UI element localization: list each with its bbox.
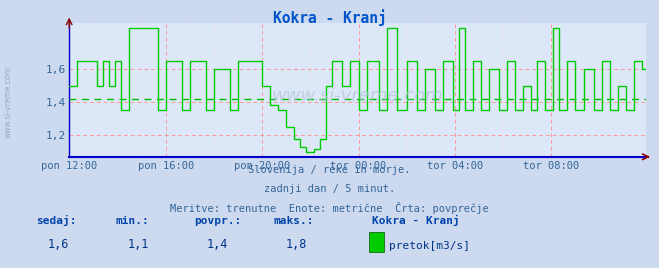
Text: zadnji dan / 5 minut.: zadnji dan / 5 minut. — [264, 184, 395, 193]
Text: sedaj:: sedaj: — [36, 215, 76, 226]
Text: 1,1: 1,1 — [127, 237, 148, 251]
Text: Slovenija / reke in morje.: Slovenija / reke in morje. — [248, 165, 411, 175]
Text: Meritve: trenutne  Enote: metrične  Črta: povprečje: Meritve: trenutne Enote: metrične Črta: … — [170, 202, 489, 214]
Text: povpr.:: povpr.: — [194, 217, 242, 226]
Text: 1,4: 1,4 — [206, 237, 227, 251]
Text: min.:: min.: — [115, 217, 149, 226]
Text: pretok[m3/s]: pretok[m3/s] — [389, 241, 470, 251]
Text: Kokra - Kranj: Kokra - Kranj — [273, 9, 386, 26]
Text: 1,6: 1,6 — [48, 237, 69, 251]
Text: Kokra - Kranj: Kokra - Kranj — [372, 215, 460, 226]
Text: maks.:: maks.: — [273, 217, 314, 226]
Text: www.si-vreme.com: www.si-vreme.com — [3, 66, 13, 138]
Text: www.si-vreme.com: www.si-vreme.com — [272, 87, 444, 106]
Text: 1,8: 1,8 — [285, 237, 306, 251]
